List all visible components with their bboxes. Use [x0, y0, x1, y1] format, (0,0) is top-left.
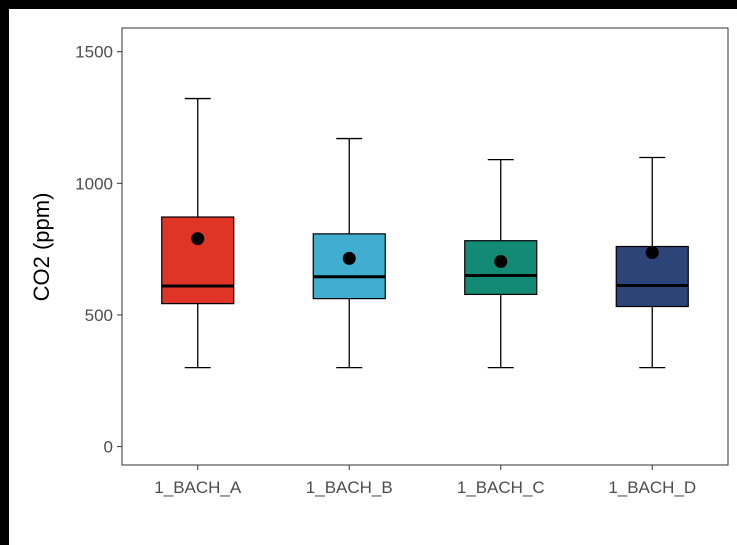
box-group — [312, 137, 386, 369]
x-tick-label: 1_BACH_C — [457, 478, 545, 497]
boxes-layer — [161, 97, 689, 369]
x-tick-label: 1_BACH_D — [608, 478, 696, 497]
x-tick-label: 1_BACH_A — [154, 478, 242, 497]
mean-point — [494, 255, 508, 269]
y-tick-label: 1000 — [75, 174, 113, 193]
mean-point — [191, 232, 205, 246]
y-axis-title: CO2 (ppm) — [29, 193, 54, 302]
box-group — [615, 156, 689, 369]
y-tick-label: 0 — [104, 438, 113, 457]
y-tick-label: 500 — [85, 306, 113, 325]
x-tick-label: 1_BACH_B — [306, 478, 393, 497]
mean-point — [342, 251, 356, 265]
y-axis: 0 500 1000 1500 — [75, 43, 122, 457]
box-iqr — [312, 233, 386, 300]
box-iqr — [161, 216, 235, 305]
mean-point — [645, 246, 659, 260]
box-group — [161, 97, 235, 369]
x-axis: 1_BACH_A 1_BACH_B 1_BACH_C 1_BACH_D — [154, 465, 696, 497]
box-group — [464, 158, 538, 369]
y-tick-label: 1500 — [75, 43, 113, 62]
